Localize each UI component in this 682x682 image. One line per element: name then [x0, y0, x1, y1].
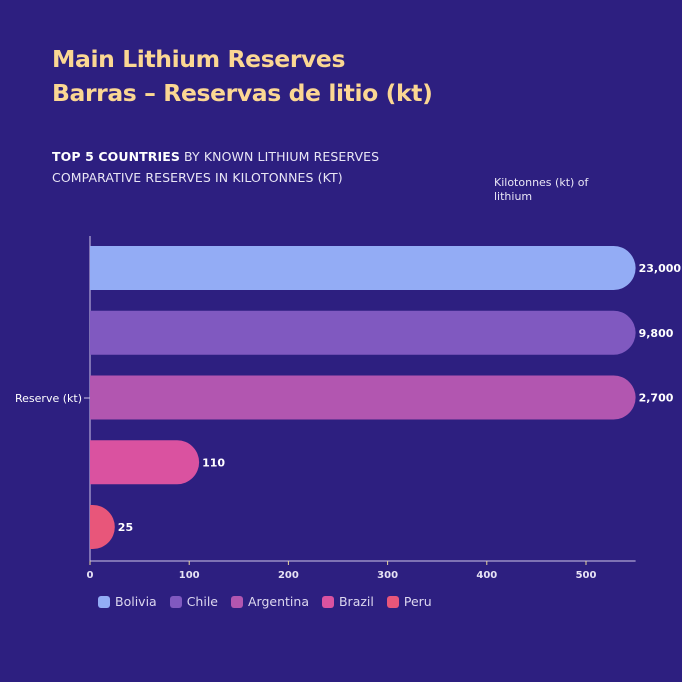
x-tick-label: 300	[377, 570, 398, 581]
subtitle-rest: BY KNOWN LITHIUM RESERVES	[179, 149, 380, 164]
legend-item-argentina[interactable]: Argentina	[231, 594, 309, 609]
chart-title: Main Lithium Reserves Barras – Reservas …	[52, 42, 433, 110]
bar-bolivia	[90, 246, 636, 290]
y-axis-label: Reserve (kt)	[15, 392, 82, 405]
x-axis-label: Kilotonnes (kt) of lithium	[494, 176, 589, 203]
chart-subtitle: TOP 5 COUNTRIES BY KNOWN LITHIUM RESERVE…	[52, 146, 379, 188]
legend-label: Chile	[186, 594, 218, 609]
legend-label: Brazil	[338, 594, 374, 609]
legend-item-bolivia[interactable]: Bolivia	[98, 594, 157, 609]
data-label-peru: 25	[118, 521, 133, 534]
bar-chile	[90, 310, 636, 355]
title-line-1: Main Lithium Reserves	[52, 45, 346, 73]
x-tick-label: 0	[87, 570, 94, 581]
legend-swatch	[386, 595, 399, 608]
legend-swatch	[98, 595, 110, 608]
x-tick-label: 200	[278, 570, 299, 581]
x-tick-label: 500	[576, 570, 597, 581]
legend-label: Argentina	[248, 594, 309, 609]
data-label-bolivia: 23,000	[639, 262, 682, 275]
legend-item-peru[interactable]: Peru	[386, 594, 432, 609]
legend-swatch	[169, 595, 182, 608]
title-line-2: Barras – Reservas de litio (kt)	[52, 79, 433, 107]
x-tick-label: 400	[476, 570, 497, 581]
legend-swatch	[231, 595, 243, 608]
legend-item-chile[interactable]: Chile	[169, 594, 218, 609]
bar-argentina	[90, 375, 636, 420]
legend-label: Bolivia	[115, 594, 157, 609]
data-label-argentina: 2,700	[639, 392, 674, 405]
legend-swatch	[321, 595, 334, 608]
legend-item-brazil[interactable]: Brazil	[321, 594, 374, 609]
data-label-brazil: 110	[202, 456, 225, 469]
legend-label: Peru	[403, 594, 432, 609]
subtitle-line-2: COMPARATIVE RESERVES IN KILOTONNES (KT)	[52, 170, 343, 185]
data-label-chile: 9,800	[639, 327, 674, 340]
x-tick-label: 100	[179, 570, 200, 581]
bar-brazil	[90, 440, 200, 485]
bar-peru	[90, 505, 115, 549]
legend: Bolivia Chile Argentina Brazil Peru	[98, 594, 432, 609]
subtitle-bold: TOP 5 COUNTRIES	[52, 149, 180, 164]
